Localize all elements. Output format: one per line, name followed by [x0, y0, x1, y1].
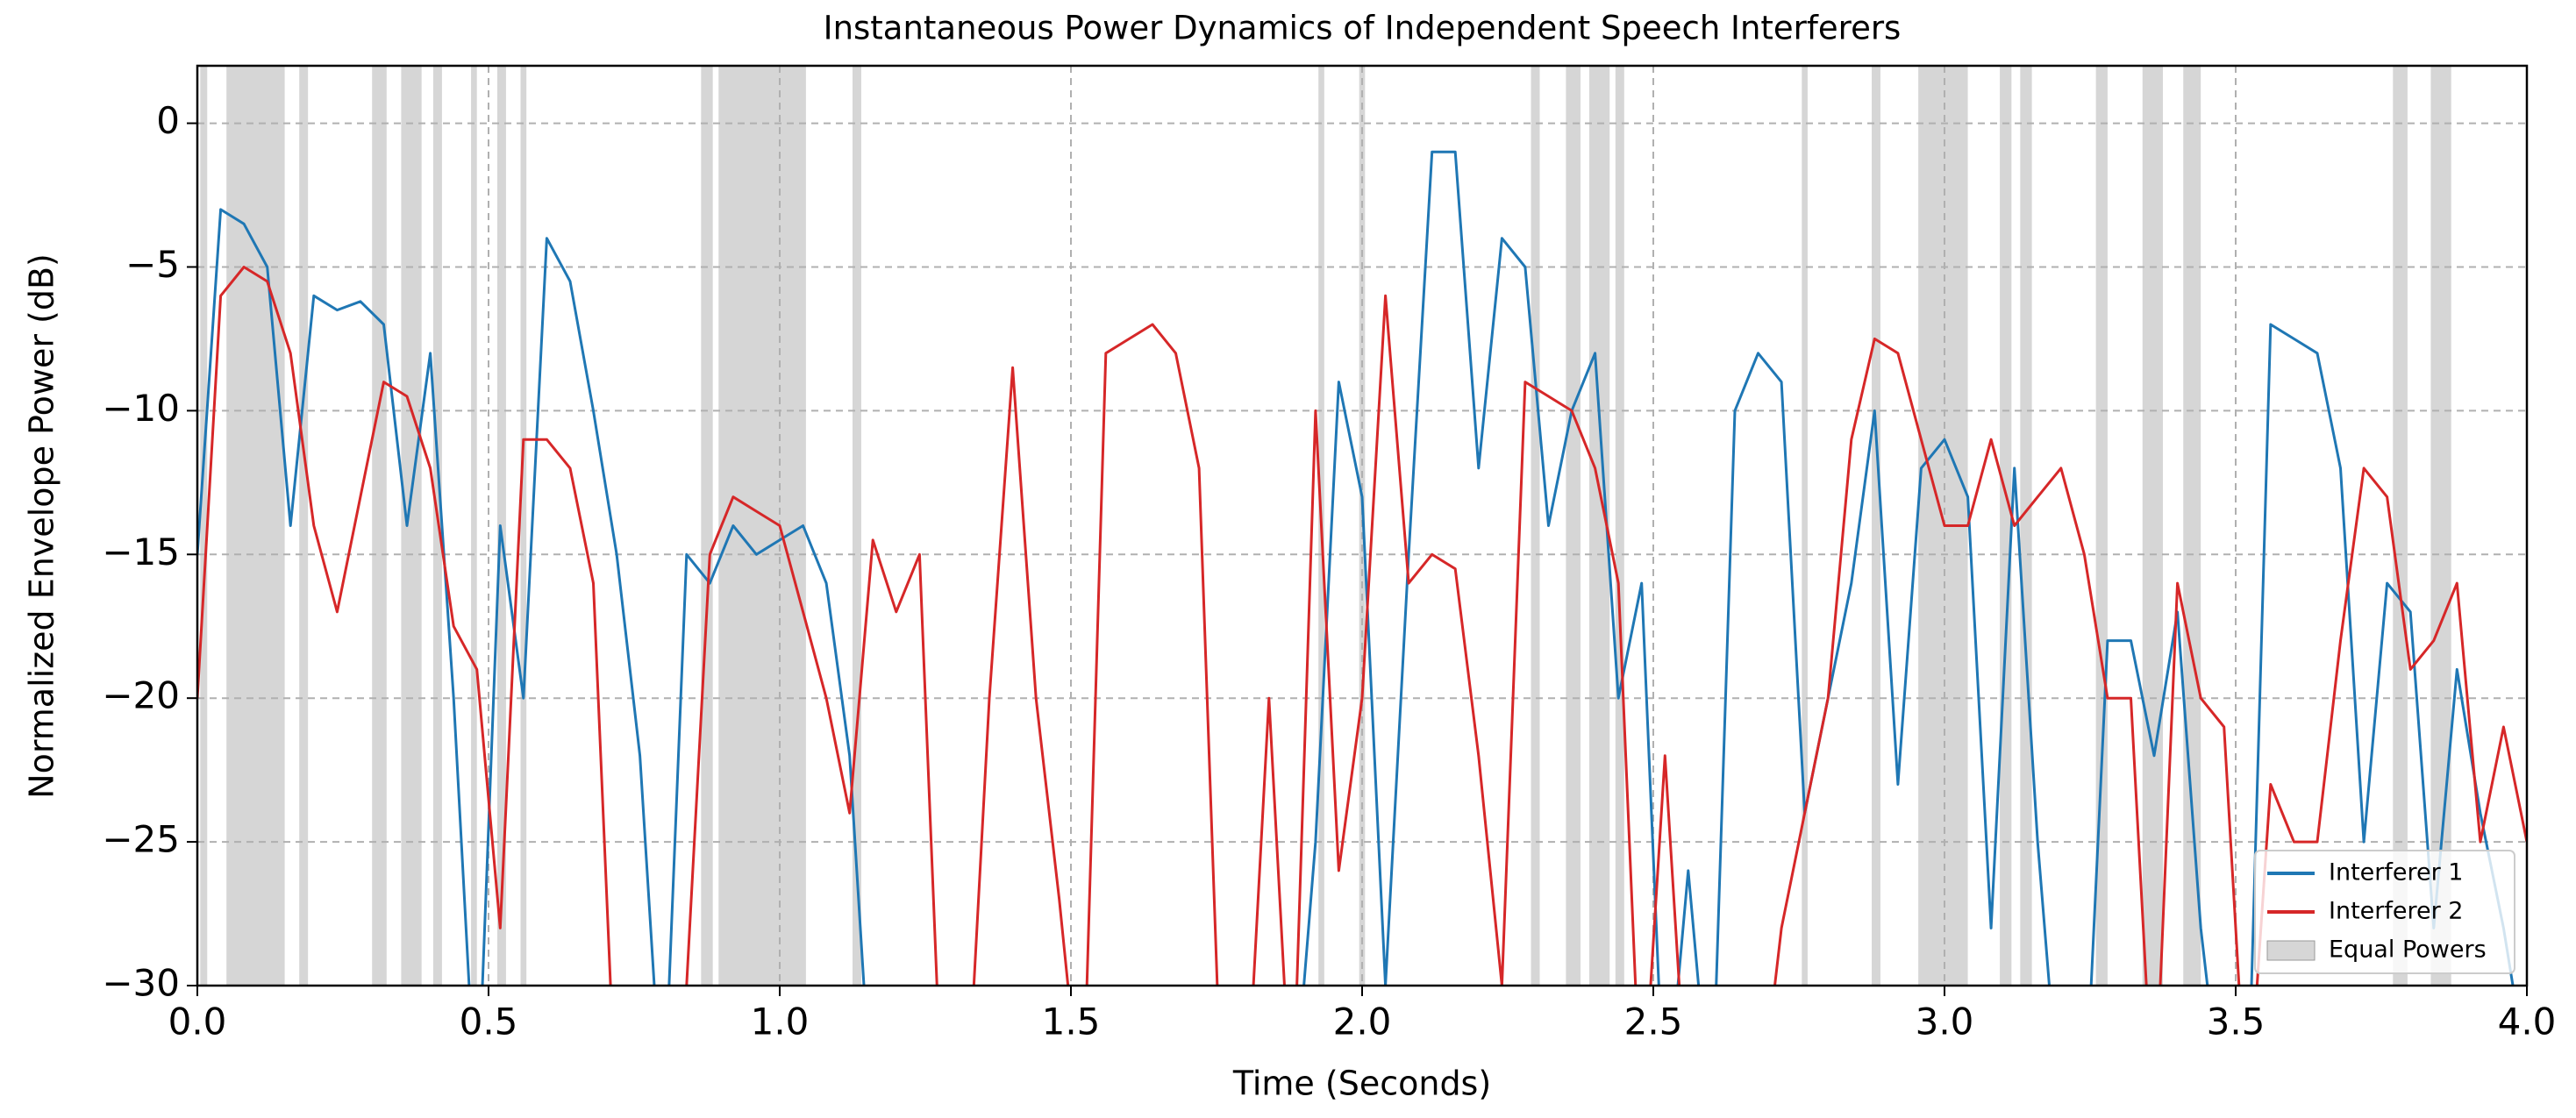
equal-power-span	[372, 66, 387, 986]
equal-power-span	[718, 66, 806, 986]
x-axis-title: Time (Seconds)	[1232, 1065, 1491, 1103]
equal-power-span	[2020, 66, 2032, 986]
equal-power-span	[2000, 66, 2012, 986]
y-tick-label: −20	[102, 674, 180, 717]
legend-label: Interferer 2	[2329, 898, 2463, 925]
y-tick-label: 0	[156, 99, 180, 142]
x-tick-label: 1.0	[751, 1001, 810, 1043]
equal-power-span	[1872, 66, 1880, 986]
legend-box	[2254, 850, 2515, 974]
equal-power-span	[299, 66, 309, 986]
chart-title: Instantaneous Power Dynamics of Independ…	[824, 10, 1902, 47]
equal-power-span	[1615, 66, 1624, 986]
y-axis-title: Normalized Envelope Power (dB)	[23, 253, 61, 799]
equal-power-span	[1566, 66, 1581, 986]
equal-power-span	[701, 66, 713, 986]
equal-power-span	[471, 66, 477, 986]
x-tick-label: 2.0	[1333, 1001, 1392, 1043]
x-tick-label: 4.0	[2498, 1001, 2557, 1043]
equal-power-span	[2095, 66, 2108, 986]
equal-power-span	[2393, 66, 2408, 986]
equal-power-span	[1531, 66, 1540, 986]
y-tick-label: −5	[125, 243, 180, 286]
y-tick-label: −10	[102, 387, 180, 430]
axes: −30 −25 −20 −15 −10 −5 0 0.0 0.5 1.0 1.5 2.0 2.5 3.0 3…	[102, 64, 2557, 1043]
equal-power-span	[1802, 66, 1808, 986]
spans	[200, 66, 2451, 986]
equal-power-span	[226, 66, 285, 986]
series-line	[197, 150, 2515, 986]
equal-power-span	[2183, 66, 2201, 986]
equal-power-span	[2142, 66, 2163, 986]
series-line	[197, 266, 2527, 986]
x-tick-label: 0.5	[460, 1001, 518, 1043]
legend-swatch	[2266, 940, 2316, 961]
legend-label: Interferer 1	[2329, 859, 2463, 887]
x-tick-label: 2.5	[1624, 1001, 1683, 1043]
equal-power-span	[853, 66, 861, 986]
y-tick-label: −25	[102, 818, 180, 861]
x-tick-label: 0.0	[168, 1001, 227, 1043]
x-tick-label: 3.5	[2207, 1001, 2266, 1043]
x-tick-label: 3.0	[1916, 1001, 1974, 1043]
equal-power-span	[520, 66, 527, 986]
x-tick-label: 1.5	[1042, 1001, 1101, 1043]
equal-power-span	[200, 66, 208, 986]
legend-label: Equal Powers	[2329, 936, 2487, 964]
equal-power-span	[2430, 66, 2451, 986]
y-tick-label: −30	[102, 962, 180, 1005]
lines	[197, 150, 2527, 986]
equal-power-span	[401, 66, 422, 986]
equal-power-span	[496, 66, 506, 986]
plot-frame	[196, 64, 2529, 987]
y-tick-label: −15	[102, 531, 180, 573]
equal-power-span	[1588, 66, 1610, 986]
